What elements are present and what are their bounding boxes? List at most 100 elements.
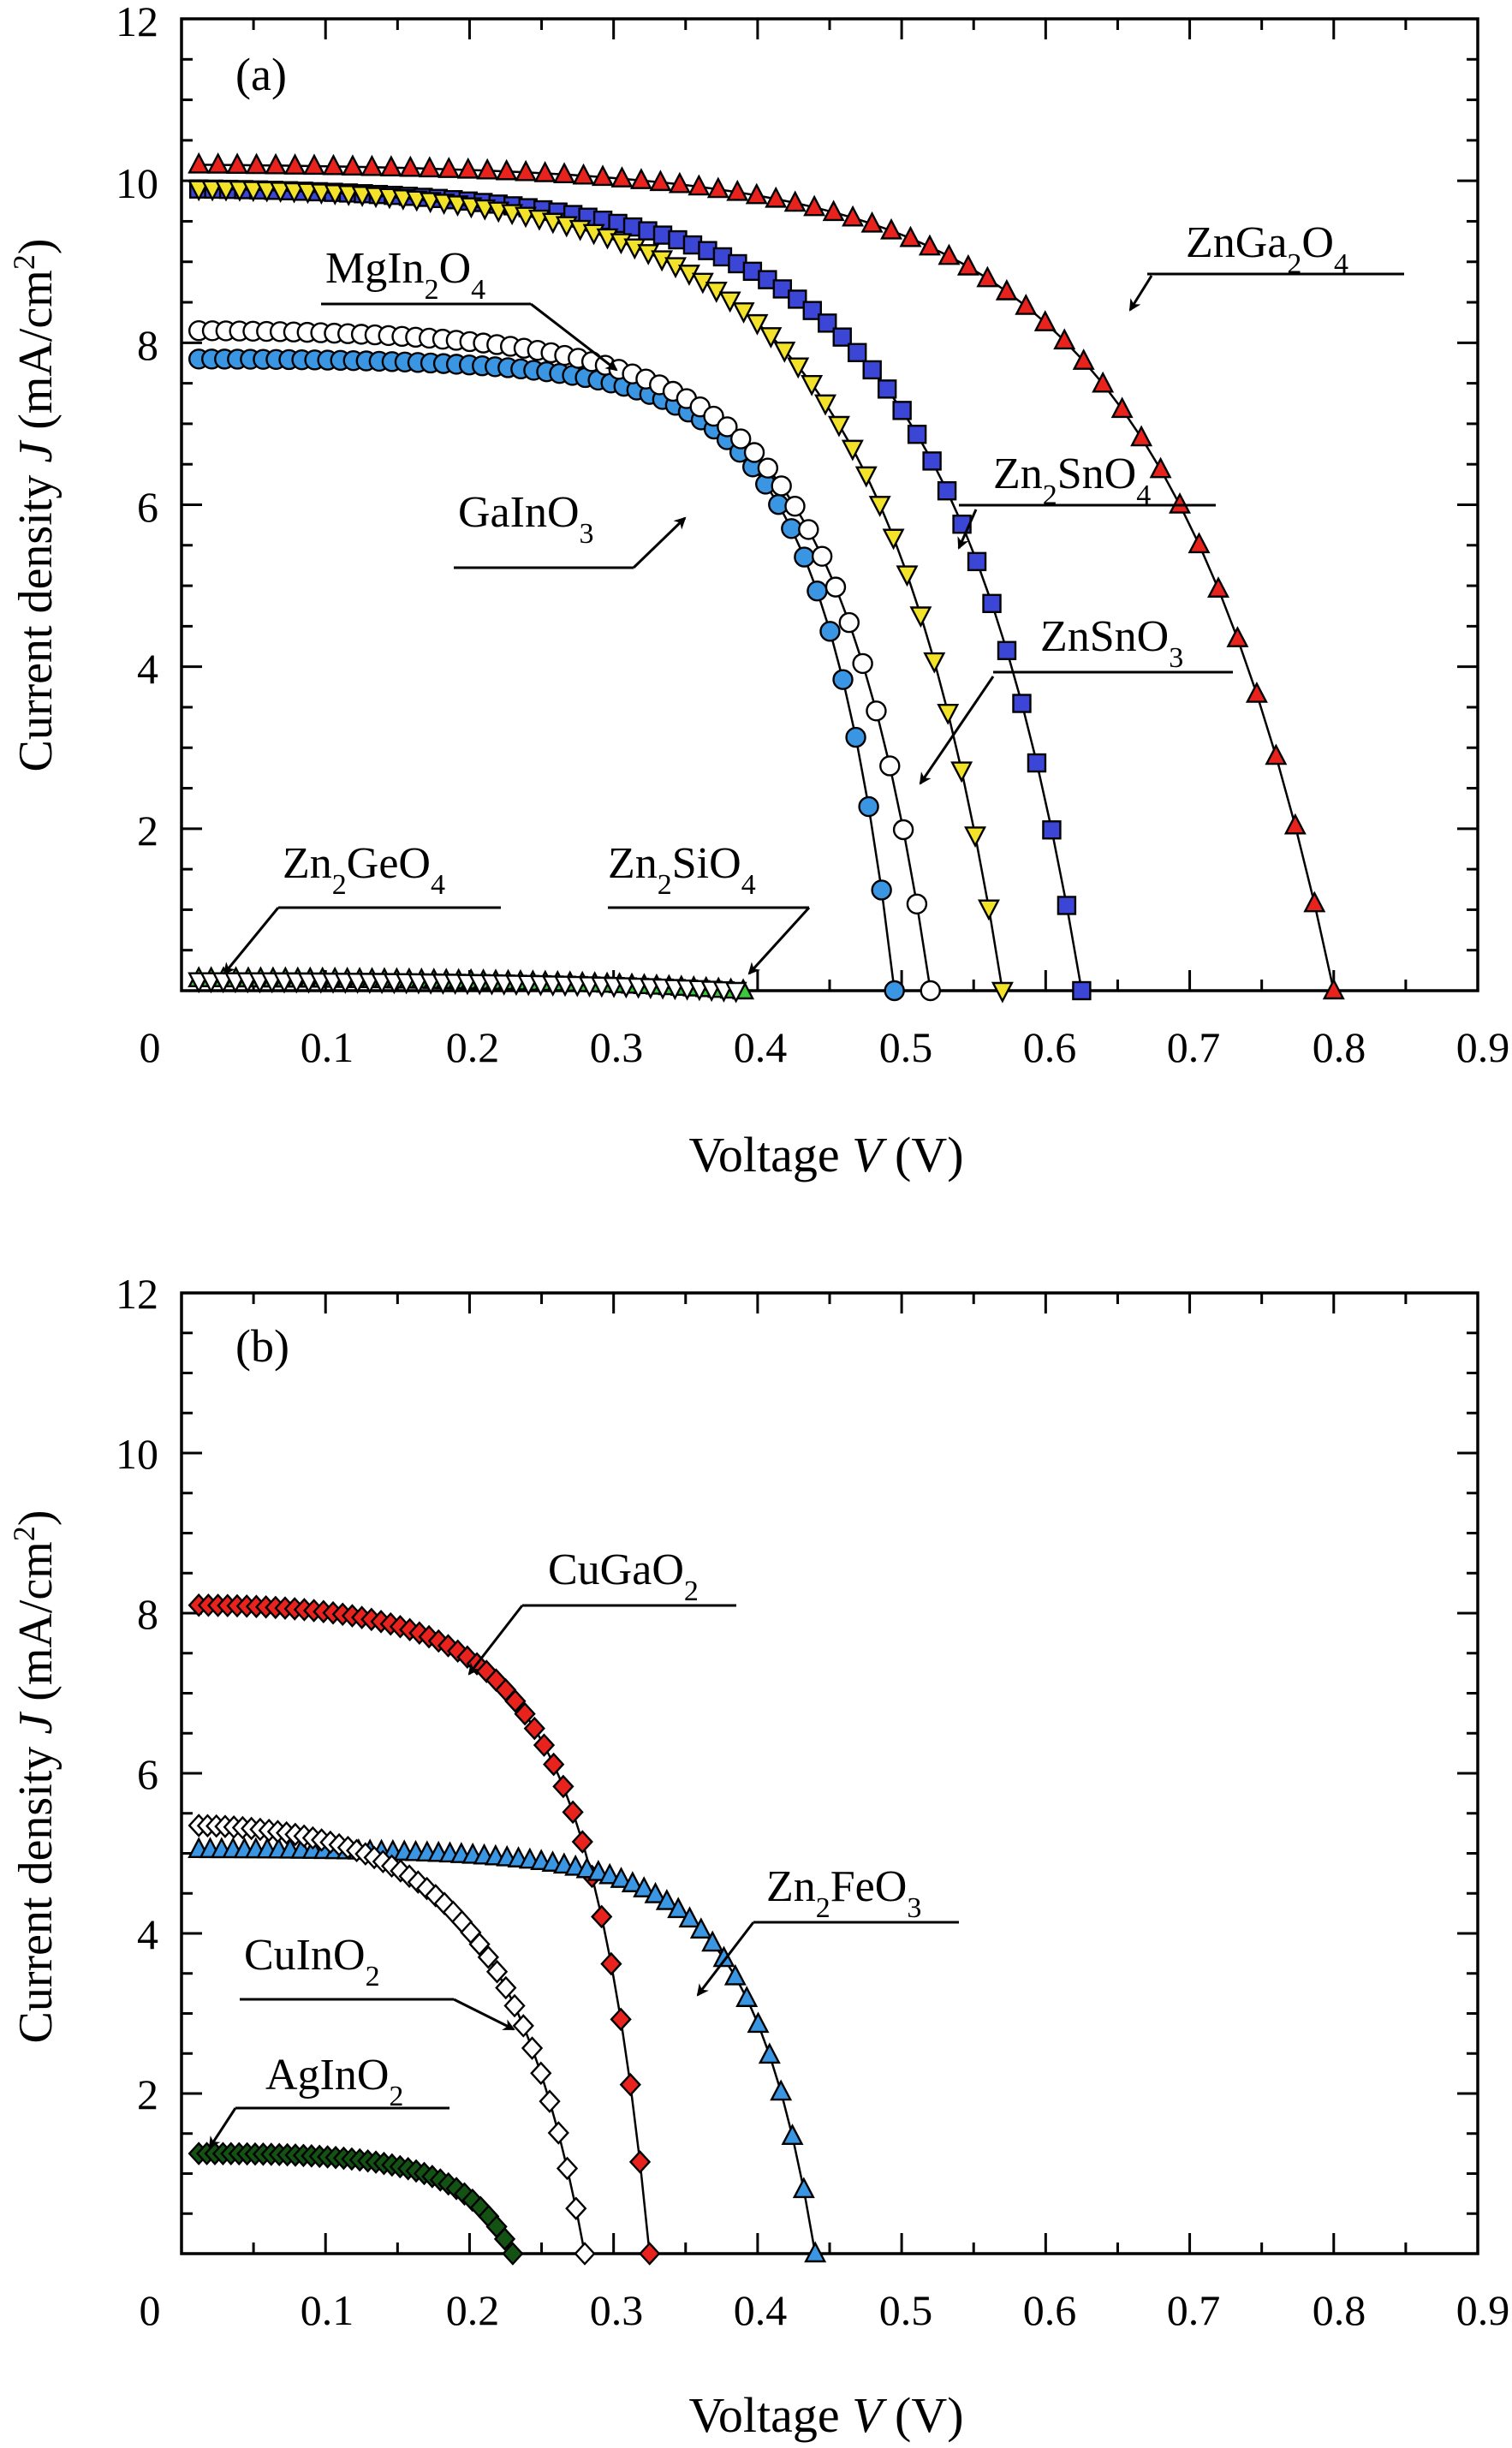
x-tick-label: 0.5 — [879, 1023, 933, 1071]
label-subscript: 4 — [471, 274, 485, 306]
data-point — [892, 819, 914, 841]
data-point — [1169, 492, 1192, 514]
data-point — [845, 726, 866, 748]
plot-area-b — [180, 1291, 1479, 2255]
x-tick-label: 0.1 — [301, 2286, 354, 2334]
series-label: Zn2SiO4 — [608, 839, 756, 901]
axis-ticks-b — [180, 1291, 1479, 2255]
data-point — [832, 327, 852, 347]
data-point — [521, 2036, 544, 2060]
data-point — [592, 164, 614, 187]
y-tick-label: 2 — [137, 807, 158, 855]
data-point — [918, 234, 941, 256]
data-point — [862, 360, 882, 380]
arrow — [919, 676, 995, 785]
data-point — [514, 1701, 536, 1726]
data-point — [747, 2011, 770, 2034]
data-point — [880, 217, 903, 240]
label-subscript: 3 — [1169, 642, 1183, 674]
label-text: CuInO — [244, 1931, 366, 1980]
data-point — [493, 2227, 516, 2251]
data-point — [556, 2156, 579, 2181]
data-point — [206, 152, 229, 174]
label-text: Zn — [766, 1862, 816, 1911]
data-point — [827, 415, 850, 438]
x-tick-label: 0.7 — [1167, 1023, 1221, 1071]
data-point — [351, 186, 374, 207]
data-point — [832, 669, 854, 690]
x-tick-label: 0.9 — [1456, 2286, 1510, 2334]
data-point — [553, 162, 576, 184]
data-point — [476, 158, 499, 180]
data-point — [1072, 980, 1092, 1001]
label-text: ZnGa — [1186, 218, 1287, 267]
annotation-MgIn2O4: MgIn2O4 — [321, 244, 618, 372]
series-ZnSnO3 — [188, 180, 1014, 1004]
data-point — [1033, 310, 1057, 331]
series-group-a — [188, 152, 1345, 1004]
data-point — [283, 153, 307, 175]
y-tick-label: 8 — [137, 1590, 158, 1638]
y-tick-label: 6 — [137, 483, 158, 531]
data-point — [689, 1917, 712, 1939]
data-point — [188, 180, 211, 202]
label-subscript: 2 — [658, 869, 672, 901]
data-point — [726, 179, 749, 201]
label-subscript: 2 — [684, 1575, 699, 1607]
data-point — [1283, 813, 1307, 835]
label-subscript: 2 — [389, 2081, 403, 2112]
data-point — [571, 1830, 593, 1854]
data-point — [378, 188, 401, 210]
data-point — [950, 761, 973, 783]
data-point — [841, 439, 864, 462]
data-point — [758, 2042, 781, 2064]
x-tick-label: 0.8 — [1313, 1023, 1366, 1071]
data-point — [1072, 348, 1095, 370]
label-text: SiO — [672, 839, 741, 888]
data-point — [703, 405, 724, 427]
data-point — [610, 2007, 632, 2032]
label-subscript: 4 — [1136, 479, 1151, 511]
data-point — [745, 182, 768, 205]
data-point — [228, 181, 251, 202]
series-MgIn2O4 — [188, 348, 905, 1002]
annotation-Zn2FeO3: Zn2FeO3 — [696, 1862, 959, 1997]
data-point — [956, 253, 979, 276]
data-point — [562, 1800, 584, 1825]
annotation-Zn2GeO4: Zn2GeO4 — [223, 839, 501, 975]
series-GaInO3 — [188, 319, 941, 1002]
data-point — [879, 755, 901, 777]
data-point — [995, 278, 1018, 301]
label-subscript: 4 — [741, 869, 756, 901]
data-point — [907, 425, 927, 444]
data-point — [1226, 626, 1249, 647]
data-point — [667, 1897, 690, 1919]
arrow — [1128, 275, 1153, 312]
data-point — [610, 166, 634, 188]
x-axis-title-b: Voltage V (V) — [688, 2387, 963, 2443]
series-CuInO2 — [188, 1814, 596, 2266]
x-tick-label: 0.6 — [1023, 1023, 1077, 1071]
data-point — [732, 302, 755, 324]
arrow — [957, 509, 978, 550]
data-point — [503, 1993, 526, 2018]
data-point — [241, 181, 265, 203]
data-point — [215, 180, 237, 202]
data-point — [341, 154, 364, 176]
data-point — [1057, 896, 1077, 915]
data-point — [860, 211, 884, 233]
data-point — [629, 168, 652, 189]
data-point — [485, 1959, 509, 1984]
series-Zn2SiO4 — [188, 972, 747, 1004]
series-label: GaInO3 — [458, 488, 594, 550]
data-point — [792, 2177, 815, 2199]
annotation-CuGaO2: CuGaO2 — [467, 1546, 736, 1676]
data-point — [937, 703, 960, 725]
data-point — [773, 341, 796, 363]
panel-b: 0 0.1 0.2 0.3 0.4 0.5 0.6 0.7 0.8 0.9 2 … — [7, 1270, 1509, 2443]
label-subscript: 4 — [431, 869, 445, 901]
data-point — [1303, 890, 1326, 913]
data-point — [706, 176, 729, 199]
data-point — [245, 152, 268, 175]
x-tick-label: 0.1 — [301, 1023, 354, 1071]
